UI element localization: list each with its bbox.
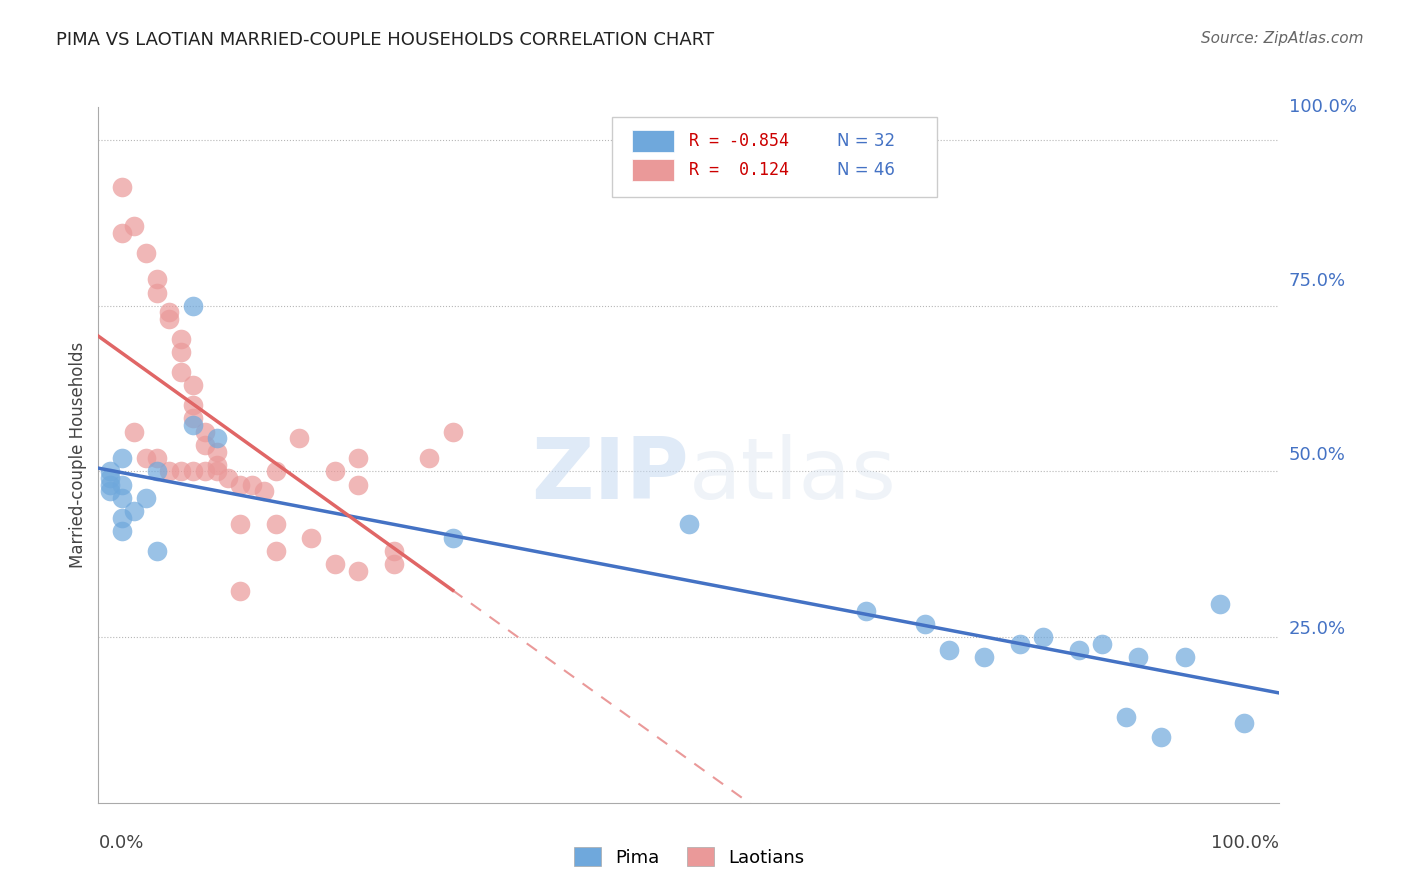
Point <box>181 299 204 313</box>
Point <box>205 444 228 458</box>
Point <box>1174 650 1197 665</box>
Point <box>98 484 121 499</box>
FancyBboxPatch shape <box>612 118 936 197</box>
Point <box>122 219 145 234</box>
Point <box>146 285 169 300</box>
Point <box>1209 597 1232 611</box>
Point <box>264 517 287 532</box>
Point <box>181 411 204 425</box>
Point <box>157 305 180 319</box>
Text: 50.0%: 50.0% <box>1289 446 1346 464</box>
Point <box>264 544 287 558</box>
Point <box>146 465 169 479</box>
Point <box>111 477 134 491</box>
Point <box>194 465 217 479</box>
Text: N = 46: N = 46 <box>837 161 894 179</box>
Point <box>135 451 157 466</box>
Point <box>240 477 263 491</box>
Point <box>135 245 157 260</box>
Point <box>111 179 134 194</box>
Text: 0.0%: 0.0% <box>98 834 143 852</box>
Text: 100.0%: 100.0% <box>1212 834 1279 852</box>
Point <box>1067 643 1090 657</box>
Point <box>181 378 204 392</box>
Point <box>264 465 287 479</box>
Point <box>157 312 180 326</box>
Point <box>217 471 239 485</box>
Point <box>938 643 960 657</box>
Point <box>111 524 134 538</box>
Point <box>205 431 228 445</box>
Text: Source: ZipAtlas.com: Source: ZipAtlas.com <box>1201 31 1364 46</box>
Point <box>1091 637 1114 651</box>
Bar <box>633 159 673 181</box>
Point <box>146 544 169 558</box>
Point <box>122 425 145 439</box>
Point <box>382 558 405 572</box>
Text: N = 32: N = 32 <box>837 132 894 150</box>
Point <box>347 564 370 578</box>
Point <box>135 491 157 505</box>
Text: ZIP: ZIP <box>531 434 689 517</box>
Point <box>194 438 217 452</box>
Point <box>111 491 134 505</box>
Text: atlas: atlas <box>689 434 897 517</box>
Text: R = -0.854: R = -0.854 <box>689 132 789 150</box>
Legend: Pima, Laotians: Pima, Laotians <box>567 840 811 874</box>
Point <box>111 451 134 466</box>
Point <box>418 451 440 466</box>
Text: R =  0.124: R = 0.124 <box>689 161 789 179</box>
Point <box>1126 650 1149 665</box>
Point <box>914 616 936 631</box>
Point <box>229 477 252 491</box>
Point <box>973 650 995 665</box>
Point <box>157 465 180 479</box>
Text: 75.0%: 75.0% <box>1289 272 1346 290</box>
Point <box>347 477 370 491</box>
Point <box>347 451 370 466</box>
Text: 100.0%: 100.0% <box>1289 98 1357 116</box>
Point <box>229 583 252 598</box>
Point <box>299 531 322 545</box>
Point <box>253 484 276 499</box>
Point <box>441 531 464 545</box>
Point <box>146 272 169 286</box>
Bar <box>633 130 673 153</box>
Point <box>98 465 121 479</box>
Point <box>229 517 252 532</box>
Point <box>194 425 217 439</box>
Point <box>181 418 204 433</box>
Point <box>1150 730 1173 744</box>
Point <box>98 471 121 485</box>
Point <box>170 365 193 379</box>
Point <box>111 226 134 240</box>
Point <box>146 451 169 466</box>
Point <box>111 511 134 525</box>
Point <box>1032 630 1054 644</box>
Point <box>170 332 193 346</box>
Text: 25.0%: 25.0% <box>1289 620 1346 638</box>
Point <box>323 558 346 572</box>
Point <box>1115 709 1137 723</box>
Point <box>98 477 121 491</box>
Y-axis label: Married-couple Households: Married-couple Households <box>69 342 87 568</box>
Point <box>1008 637 1031 651</box>
Point <box>122 504 145 518</box>
Point <box>323 465 346 479</box>
Point <box>382 544 405 558</box>
Text: PIMA VS LAOTIAN MARRIED-COUPLE HOUSEHOLDS CORRELATION CHART: PIMA VS LAOTIAN MARRIED-COUPLE HOUSEHOLD… <box>56 31 714 49</box>
Point <box>205 465 228 479</box>
Point <box>855 604 877 618</box>
Point <box>170 465 193 479</box>
Point <box>441 425 464 439</box>
Point <box>181 398 204 412</box>
Point <box>1233 716 1256 731</box>
Point <box>678 517 700 532</box>
Point <box>288 431 311 445</box>
Point <box>170 345 193 359</box>
Point <box>205 458 228 472</box>
Point <box>181 465 204 479</box>
